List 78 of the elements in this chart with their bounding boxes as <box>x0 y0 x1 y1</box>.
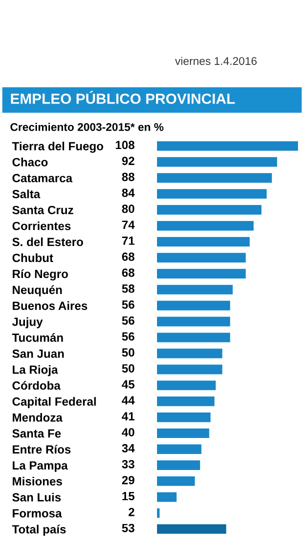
chart-subtitle: Crecimiento 2003-2015* en % <box>10 122 164 131</box>
bar <box>157 412 211 422</box>
bar <box>157 524 226 534</box>
data-label: 88 <box>122 172 134 182</box>
data-label: 41 <box>122 412 134 420</box>
data-label: 50 <box>122 348 134 357</box>
bar <box>157 444 202 454</box>
y-tick-label: Misiones <box>12 476 62 486</box>
bar <box>157 460 200 470</box>
bar <box>157 380 216 390</box>
data-label: 80 <box>122 204 134 213</box>
y-tick-label: Chaco <box>12 158 48 166</box>
bar <box>157 284 233 294</box>
bar <box>157 236 250 247</box>
bar <box>157 364 222 374</box>
text: viernes 1.4.2016 <box>175 56 257 65</box>
bar <box>157 157 278 167</box>
bar <box>157 252 246 262</box>
y-tick-label: San Luis <box>12 492 61 502</box>
bar <box>157 396 214 406</box>
data-label: 44 <box>122 396 135 404</box>
y-tick-label: Chubut <box>12 253 54 262</box>
y-tick-label: Total país <box>12 524 66 536</box>
y-tick-label: Tucumán <box>12 333 63 342</box>
bar <box>157 268 246 278</box>
bar <box>157 332 230 342</box>
data-label: 71 <box>122 236 134 245</box>
bar <box>157 428 210 438</box>
y-tick-label: San Juan <box>12 349 64 358</box>
y-tick-label: Santa Cruz <box>12 206 74 214</box>
y-tick-label: Capital Federal <box>12 397 96 408</box>
y-tick-label: Córdoba <box>12 381 61 390</box>
y-tick-label: Jujuy <box>12 317 43 328</box>
y-tick-label: Catamarca <box>12 174 72 182</box>
y-tick-label: Neuquén <box>12 285 62 296</box>
data-label: 108 <box>116 140 134 150</box>
bar <box>157 508 160 518</box>
y-tick-label: La Pampa <box>12 461 68 472</box>
y-tick-label: Tierra del Fuego <box>12 142 104 153</box>
bar <box>157 492 177 502</box>
data-label: 15 <box>122 492 134 500</box>
data-label: 58 <box>122 284 134 293</box>
data-label: 29 <box>122 476 134 484</box>
data-label: 56 <box>122 316 134 325</box>
data-label: 53 <box>122 524 134 532</box>
data-label: 68 <box>122 268 134 277</box>
data-label: 74 <box>122 220 135 229</box>
chart-title: EMPLEO PÚBLICO PROVINCIAL <box>10 90 235 104</box>
y-tick-label: Entre Ríos <box>12 444 71 454</box>
y-tick-label: Santa Fe <box>12 429 61 438</box>
bar <box>157 300 230 310</box>
y-tick-label: Formosa <box>12 509 62 518</box>
data-label: 56 <box>122 300 134 309</box>
bar <box>157 220 254 231</box>
y-tick-label: Río Negro <box>12 269 68 280</box>
bar <box>157 348 222 358</box>
y-tick-label: Corrientes <box>12 222 71 230</box>
data-label: 33 <box>122 460 134 468</box>
data-label: 34 <box>122 444 135 452</box>
y-tick-label: Buenos Aires <box>12 301 88 310</box>
bar <box>157 141 298 151</box>
bar <box>157 173 272 183</box>
data-label: 50 <box>122 364 134 373</box>
bar <box>157 189 267 199</box>
data-label: 45 <box>122 380 134 389</box>
data-label: 2 <box>128 508 134 516</box>
data-label: 56 <box>122 332 134 341</box>
data-label: 68 <box>122 252 134 261</box>
data-label: 92 <box>122 156 134 166</box>
y-tick-label: La Rioja <box>12 365 58 376</box>
y-tick-label: Salta <box>12 190 40 198</box>
data-label: 40 <box>122 428 134 436</box>
bar <box>157 316 230 326</box>
y-tick-label: S. del Estero <box>12 237 84 246</box>
bar <box>157 476 195 486</box>
y-tick-label: Mendoza <box>12 413 63 422</box>
data-label: 84 <box>122 188 135 198</box>
bar <box>157 205 262 215</box>
